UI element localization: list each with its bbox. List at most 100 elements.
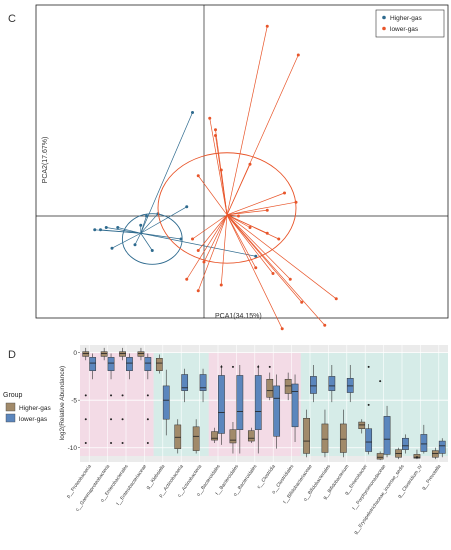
box-lower-gas (181, 374, 189, 391)
box-higher-gas (266, 378, 274, 398)
spoke-lower-gas (220, 214, 228, 286)
panel-label-c: C (8, 13, 16, 25)
spoke-higher-gas (94, 229, 141, 234)
spoke-higher-gas (140, 112, 193, 234)
spoke-lower-gas (197, 214, 228, 291)
spoke-lower-gas (226, 192, 285, 216)
x-tick-label: g__Prevotella (421, 463, 443, 491)
x-tick-label: f__Porphyromonadaceae (351, 463, 387, 511)
point-lower-gas (334, 297, 338, 301)
outlier-point (121, 418, 124, 421)
outlier-point (146, 394, 149, 397)
pca-legend-box (375, 9, 445, 38)
spoke-lower-gas (226, 201, 297, 216)
box-lower-gas (254, 375, 262, 430)
box-lower-gas (402, 437, 409, 450)
box-higher-gas (431, 450, 439, 458)
point-lower-gas (219, 283, 223, 287)
outlier-point (110, 418, 113, 421)
spoke-lower-gas (226, 164, 251, 215)
outlier-point (110, 441, 113, 444)
spoke-higher-gas (140, 233, 153, 251)
point-higher-gas (110, 246, 114, 250)
spoke-higher-gas (140, 206, 187, 234)
point-higher-gas (99, 228, 102, 232)
point-lower-gas (280, 327, 284, 331)
spoke-lower-gas (226, 214, 326, 326)
box-lower-gas (126, 357, 133, 371)
point-lower-gas (214, 128, 217, 132)
outlier-point (367, 403, 370, 406)
y-tick-label: 0 (73, 350, 77, 357)
box-higher-gas (100, 351, 108, 357)
point-lower-gas (202, 260, 206, 264)
ellipse-lower-gas (157, 152, 297, 264)
point-lower-gas (271, 272, 275, 275)
spoke-lower-gas (226, 209, 268, 216)
box-plot-layer: 0-5-10p__Proteobacteriac__Gammaproteobac… (65, 345, 448, 536)
outlier-point (84, 394, 87, 397)
spoke-higher-gas (140, 232, 182, 240)
legend-label-higher-gas: Higher-gas (390, 15, 423, 22)
spoke-lower-gas (186, 214, 228, 280)
point-lower-gas (283, 191, 286, 195)
point-higher-gas (179, 237, 183, 241)
box-lower-gas (162, 385, 170, 420)
spoke-lower-gas (226, 214, 274, 274)
point-lower-gas (265, 208, 269, 212)
box-higher-gas (82, 351, 90, 357)
outlier-point (268, 365, 271, 368)
point-lower-gas (214, 134, 217, 137)
point-lower-gas (323, 323, 327, 327)
outlier-point (415, 456, 418, 459)
outlier-point (84, 441, 87, 444)
point-lower-gas (196, 249, 200, 252)
box-higher-gas (376, 453, 384, 460)
spoke-lower-gas (226, 214, 291, 280)
point-lower-gas (208, 116, 212, 120)
box-lower-gas (438, 440, 446, 454)
spoke-lower-gas (192, 214, 228, 240)
box-higher-gas (321, 423, 329, 453)
point-lower-gas (185, 277, 189, 281)
outlier-point (231, 365, 234, 368)
box-higher-gas (174, 424, 182, 449)
box-higher-gas (155, 358, 163, 371)
point-lower-gas (196, 289, 200, 293)
x-tick-label: c__Clostridia (256, 463, 277, 489)
pca-y-axis-label: PCA2(17.67%) (42, 137, 49, 184)
box-lower-gas (365, 428, 373, 452)
outlier-point (110, 394, 113, 397)
legend-dot-higher-gas (382, 15, 386, 20)
point-lower-gas (265, 24, 269, 28)
box-higher-gas (137, 351, 145, 357)
spoke-lower-gas (226, 26, 268, 215)
box-legend-label-higher-gas: Higher-gas (19, 405, 52, 412)
box-lower-gas (273, 385, 281, 437)
spoke-higher-gas (134, 233, 142, 245)
legend-key-lower-gas (5, 413, 16, 423)
point-higher-gas (145, 214, 148, 218)
box-legend-title: Group (3, 392, 23, 399)
box-lower-gas (328, 376, 336, 391)
outlier-point (121, 394, 124, 397)
point-higher-gas (116, 226, 120, 229)
spoke-higher-gas (140, 232, 256, 257)
point-lower-gas (294, 200, 298, 204)
point-lower-gas (296, 53, 300, 57)
box-higher-gas (119, 351, 126, 357)
point-higher-gas (104, 226, 108, 229)
spoke-lower-gas (226, 214, 257, 268)
outlier-point (367, 365, 370, 368)
x-tick-label: c__Gammaproteobacteria (75, 463, 112, 512)
box-y-axis-label: log2(Relative Abundance) (59, 366, 66, 440)
point-higher-gas (133, 243, 137, 247)
point-lower-gas (248, 162, 252, 166)
box-higher-gas (339, 423, 347, 453)
spoke-lower-gas (209, 118, 228, 215)
point-lower-gas (237, 214, 240, 218)
box-higher-gas (211, 431, 218, 441)
outlier-point (257, 365, 260, 368)
point-lower-gas (277, 237, 281, 241)
